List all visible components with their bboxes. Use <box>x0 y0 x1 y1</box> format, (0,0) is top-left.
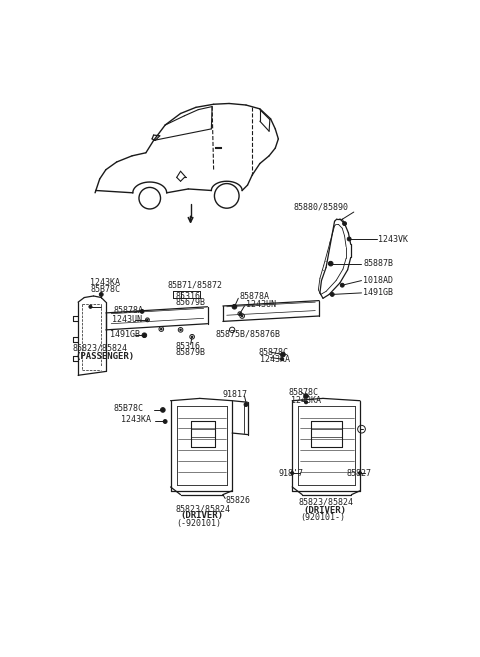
Circle shape <box>281 352 285 357</box>
Text: 1243UN: 1243UN <box>112 315 142 324</box>
Circle shape <box>281 357 284 361</box>
Circle shape <box>244 403 248 407</box>
Circle shape <box>241 315 243 317</box>
Circle shape <box>142 333 147 338</box>
Text: 85679B: 85679B <box>175 298 205 307</box>
Text: 85B71/85872: 85B71/85872 <box>168 281 222 290</box>
Text: 85B78C: 85B78C <box>114 404 144 413</box>
Circle shape <box>192 336 193 338</box>
Text: 85823/85824: 85823/85824 <box>73 344 128 353</box>
Circle shape <box>147 319 148 321</box>
Circle shape <box>343 221 347 225</box>
Circle shape <box>99 292 103 296</box>
Text: 918'7: 918'7 <box>278 468 303 478</box>
Text: 1243UN: 1243UN <box>246 300 276 309</box>
Text: 85878C: 85878C <box>288 388 318 397</box>
Text: 85875B/85876B: 85875B/85876B <box>215 330 280 339</box>
Circle shape <box>359 472 361 474</box>
Circle shape <box>160 328 162 330</box>
Circle shape <box>347 237 351 241</box>
Text: 1491GB: 1491GB <box>110 330 140 339</box>
Text: 85B78C: 85B78C <box>90 284 120 294</box>
Text: 85880/85890: 85880/85890 <box>294 203 349 212</box>
Text: 1243KA: 1243KA <box>121 415 151 424</box>
Text: (PASSENGER): (PASSENGER) <box>75 351 134 361</box>
Text: 85878A: 85878A <box>240 292 270 302</box>
Circle shape <box>89 306 92 308</box>
Text: 1243KA: 1243KA <box>291 396 321 405</box>
Text: 1018AD: 1018AD <box>363 276 393 285</box>
Circle shape <box>330 292 334 296</box>
Text: 1243VK: 1243VK <box>378 235 408 244</box>
Circle shape <box>232 304 237 309</box>
Text: (920101-): (920101-) <box>300 513 345 522</box>
Circle shape <box>239 313 240 315</box>
Text: 85826: 85826 <box>225 496 250 505</box>
Text: (DRIVER): (DRIVER) <box>304 505 347 514</box>
Circle shape <box>304 394 308 398</box>
Text: 85827: 85827 <box>346 468 371 478</box>
Text: (DRIVER): (DRIVER) <box>180 511 224 520</box>
Text: 85878C: 85878C <box>258 348 288 357</box>
Text: 85878A: 85878A <box>114 306 144 315</box>
Text: 1243KA: 1243KA <box>90 279 120 287</box>
Text: 85316: 85316 <box>175 292 200 302</box>
Text: 1243KA: 1243KA <box>260 355 290 363</box>
Circle shape <box>328 261 333 266</box>
Text: 85823/85824: 85823/85824 <box>175 504 230 513</box>
Text: 85887B: 85887B <box>363 259 393 268</box>
Text: (-920101): (-920101) <box>177 518 222 528</box>
Circle shape <box>163 420 167 423</box>
Circle shape <box>340 283 344 287</box>
Circle shape <box>160 407 165 412</box>
Circle shape <box>140 309 144 313</box>
Circle shape <box>291 472 294 474</box>
Text: 85879B: 85879B <box>175 348 205 357</box>
Text: 85316: 85316 <box>175 342 200 351</box>
Text: 85823/85824: 85823/85824 <box>299 498 353 507</box>
Text: 91817: 91817 <box>223 390 248 399</box>
Text: 1491GB: 1491GB <box>363 288 393 298</box>
Circle shape <box>304 401 308 404</box>
Circle shape <box>180 329 181 330</box>
